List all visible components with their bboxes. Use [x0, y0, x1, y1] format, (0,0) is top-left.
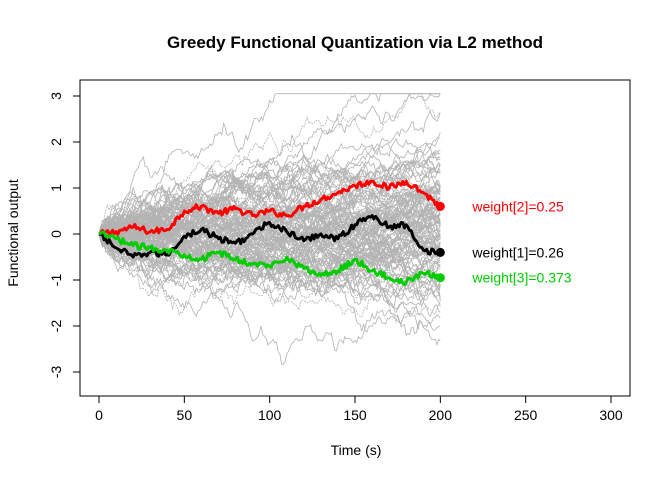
x-tick-label: 100: [258, 407, 282, 423]
y-tick-label: -1: [48, 274, 64, 287]
background-path: [98, 211, 441, 266]
y-tick-label: -2: [48, 320, 64, 333]
background-path: [98, 230, 441, 365]
background-path: [98, 228, 441, 318]
series-end-point: [435, 201, 445, 211]
chart-title: Greedy Functional Quantization via L2 me…: [167, 33, 543, 52]
background-path: [98, 208, 441, 267]
x-tick-label: 150: [343, 407, 367, 423]
background-path: [98, 160, 441, 239]
y-tick-label: -3: [48, 366, 64, 379]
background-paths: [98, 92, 441, 365]
background-path: [98, 93, 441, 247]
series-annotation: weight[3]=0.373: [471, 270, 571, 286]
series-line: [98, 214, 442, 259]
background-path: [98, 229, 441, 264]
background-path: [98, 188, 441, 253]
series-annotation: weight[2]=0.25: [471, 198, 564, 214]
background-path: [98, 191, 441, 249]
x-tick-label: 200: [429, 407, 453, 423]
series-line: [98, 179, 441, 236]
y-axis-label: Functional output: [5, 179, 21, 287]
background-path: [98, 176, 441, 235]
plot-frame: [79, 79, 631, 397]
y-tick-label: 1: [48, 184, 64, 192]
y-tick-label: 3: [48, 92, 64, 100]
background-path: [98, 218, 441, 274]
x-tick-label: 250: [514, 407, 538, 423]
x-tick-label: 0: [95, 407, 103, 423]
background-path: [98, 171, 441, 240]
background-path: [98, 226, 441, 276]
x-tick-label: 300: [599, 407, 623, 423]
series-annotation: weight[1]=0.26: [471, 244, 564, 260]
series-end-point: [435, 247, 445, 257]
background-path: [98, 233, 441, 298]
y-tick-label: 2: [48, 138, 64, 146]
background-path: [98, 190, 441, 235]
y-tick-label: 0: [48, 230, 64, 238]
background-path: [98, 229, 441, 333]
background-path: [98, 151, 441, 235]
background-path: [98, 93, 441, 235]
background-path: [98, 142, 441, 235]
series-line: [98, 230, 442, 287]
background-path: [98, 155, 441, 235]
series-end-point: [435, 273, 445, 283]
background-path: [98, 197, 441, 262]
series-layer: weight[2]=0.25 weight[1]=0.26 weight[3]=0.…: [98, 179, 572, 287]
background-path: [98, 202, 441, 316]
x-tick-label: 50: [177, 407, 193, 423]
x-axis-label: Time (s): [331, 442, 382, 458]
background-path: [98, 207, 441, 270]
